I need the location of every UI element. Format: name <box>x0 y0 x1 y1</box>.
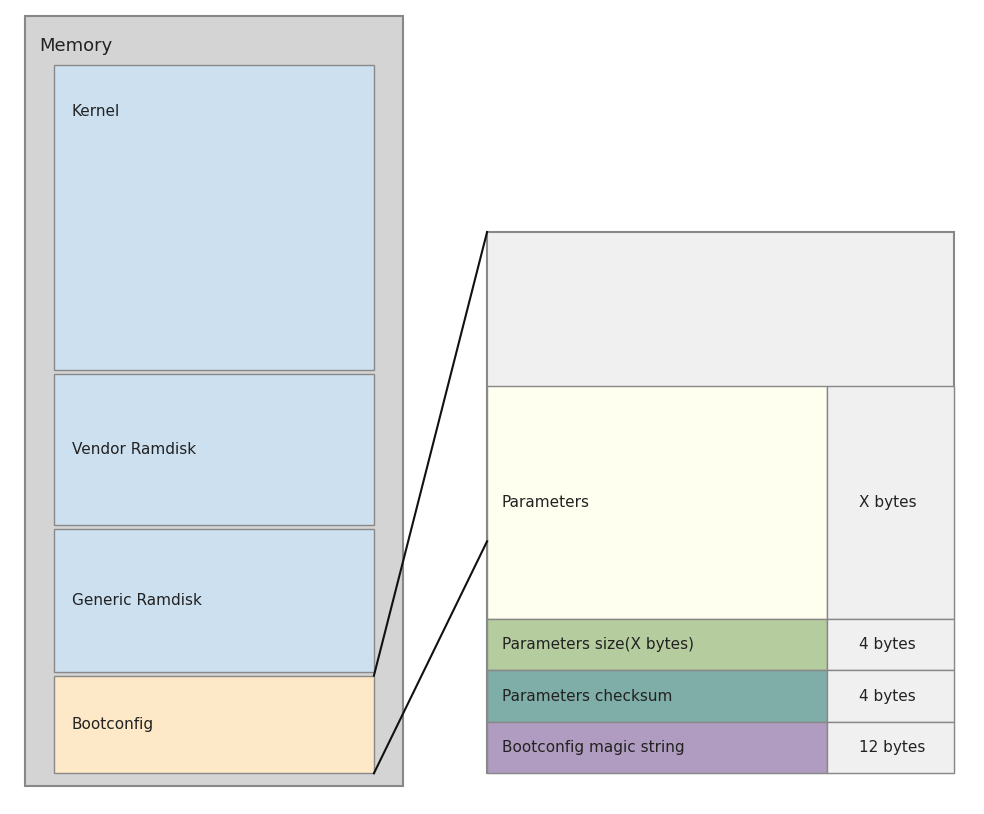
Text: X bytes: X bytes <box>858 495 916 510</box>
Text: Bootconfig: Bootconfig <box>72 717 154 732</box>
Bar <box>54 65 374 370</box>
Text: 4 bytes: 4 bytes <box>858 637 915 652</box>
Text: Vendor Ramdisk: Vendor Ramdisk <box>72 442 196 457</box>
Bar <box>487 387 827 619</box>
Text: Generic Ramdisk: Generic Ramdisk <box>72 593 202 608</box>
Text: Parameters: Parameters <box>502 495 589 510</box>
Text: Parameters size(X bytes): Parameters size(X bytes) <box>502 637 694 652</box>
Text: Parameters checksum: Parameters checksum <box>502 689 672 703</box>
Bar <box>487 619 827 671</box>
Bar <box>25 16 403 786</box>
Bar <box>54 374 374 525</box>
Bar <box>827 722 954 773</box>
Text: Kernel: Kernel <box>72 104 120 120</box>
Bar <box>487 232 954 773</box>
Bar <box>487 671 827 722</box>
Bar <box>827 387 954 619</box>
Text: 4 bytes: 4 bytes <box>858 689 915 703</box>
Bar <box>827 619 954 671</box>
Bar <box>54 676 374 773</box>
Bar <box>827 671 954 722</box>
Text: Bootconfig magic string: Bootconfig magic string <box>502 740 685 755</box>
Text: 12 bytes: 12 bytes <box>858 740 925 755</box>
Bar <box>487 722 827 773</box>
Text: Memory: Memory <box>39 37 112 55</box>
Bar <box>54 529 374 672</box>
